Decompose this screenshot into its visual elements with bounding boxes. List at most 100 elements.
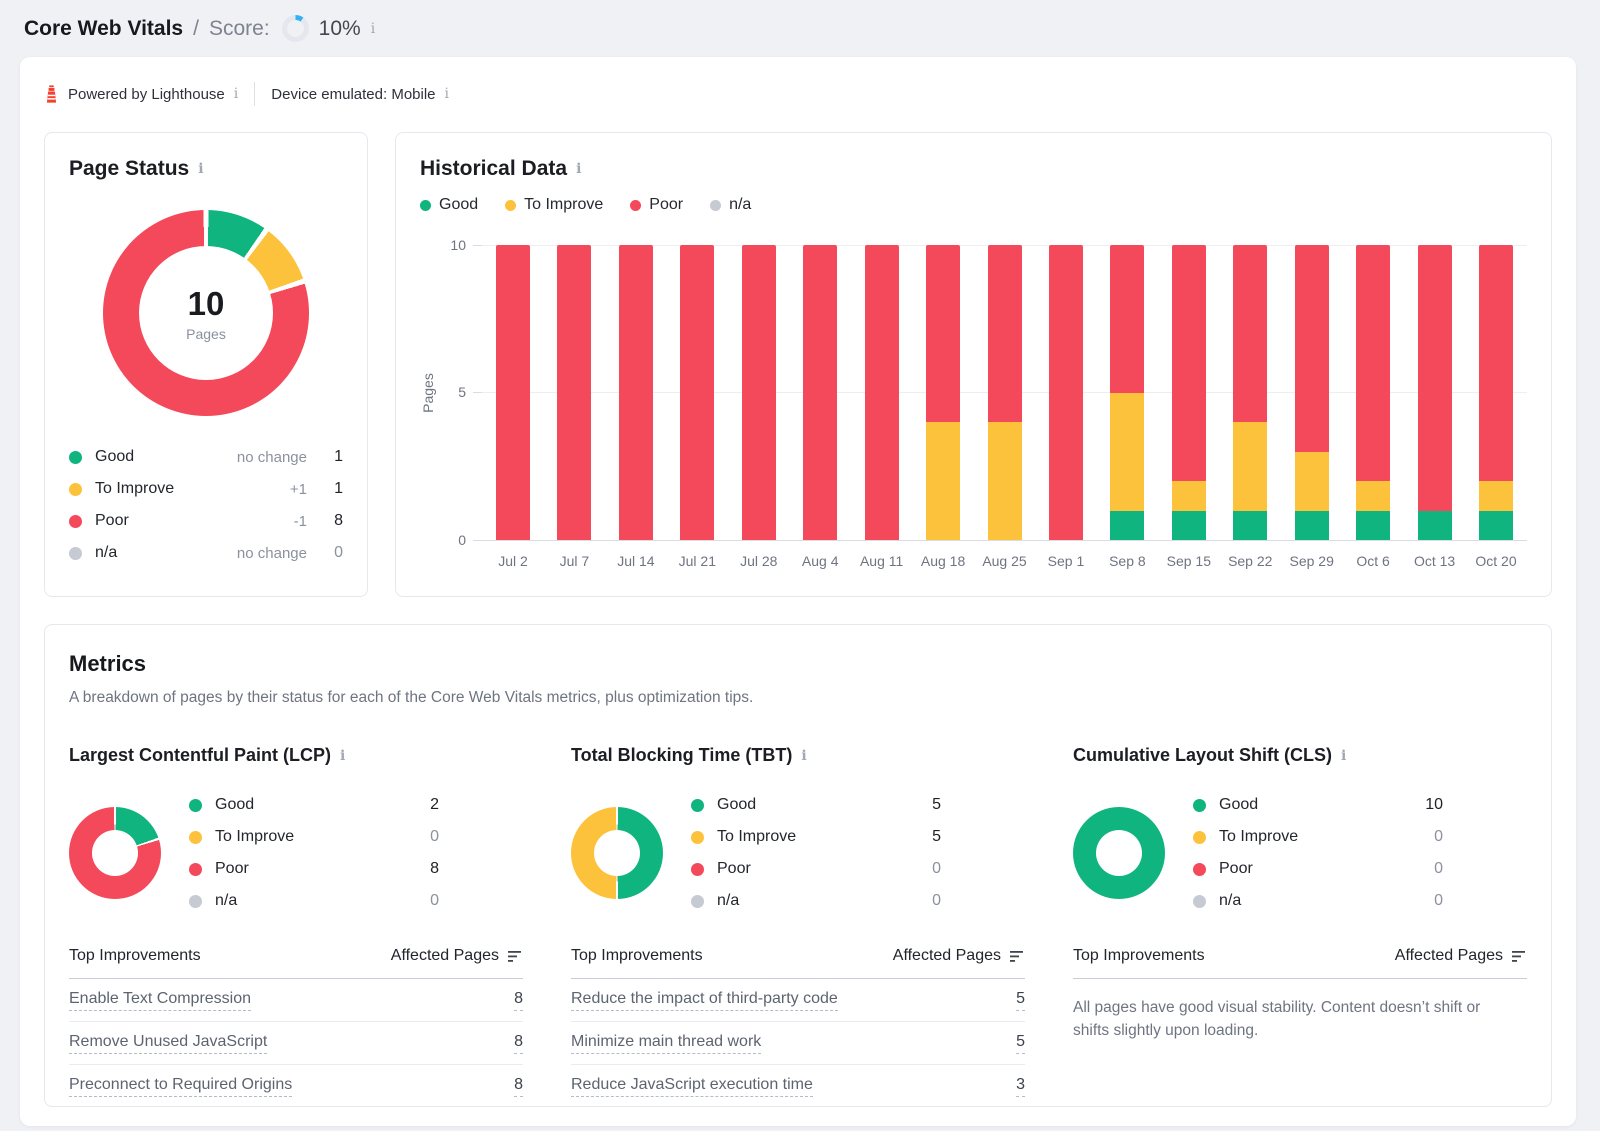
affected-pages-link[interactable]: 8	[514, 990, 523, 1011]
info-icon[interactable]: i	[801, 749, 806, 763]
metric-tbt-donut[interactable]	[571, 807, 663, 899]
improvement-link[interactable]: Remove Unused JavaScript	[69, 1033, 267, 1054]
total-pages-label: Pages	[186, 326, 226, 342]
legend-dot	[420, 200, 431, 211]
bar-segment	[1233, 422, 1267, 511]
metric-tbt-title: Total Blocking Time (TBT)	[571, 745, 792, 766]
info-icon[interactable]: i	[445, 87, 449, 101]
chart-bar[interactable]	[1479, 245, 1513, 540]
x-axis-label: Sep 15	[1167, 553, 1211, 569]
legend-dot	[69, 483, 82, 496]
chart-bar[interactable]	[742, 245, 776, 540]
info-icon[interactable]: i	[1341, 749, 1346, 763]
improvement-link[interactable]: Minimize main thread work	[571, 1033, 761, 1054]
chart-bar[interactable]	[926, 245, 960, 540]
chart-bar[interactable]	[1295, 245, 1329, 540]
sort-icon[interactable]	[508, 950, 523, 963]
historical-data-card: Historical Data i GoodTo ImprovePoorn/a …	[395, 132, 1552, 597]
historical-data-title: Historical Data	[420, 157, 567, 181]
chart-bar[interactable]	[557, 245, 591, 540]
legend-label: Good	[717, 796, 907, 814]
chart-legend-item[interactable]: Poor	[630, 196, 683, 214]
metric-tbt-improvements-table: Top Improvements Affected Pages Reduce t…	[571, 947, 1025, 1108]
info-icon[interactable]: i	[234, 87, 238, 101]
sort-icon[interactable]	[1512, 950, 1527, 963]
metrics-title: Metrics	[69, 651, 1527, 677]
chart-bar[interactable]	[496, 245, 530, 540]
x-axis-label: Oct 20	[1475, 553, 1516, 569]
donut-hole	[1096, 830, 1142, 876]
metric-lcp: Largest Contentful Paint (LCP) i Good2To…	[69, 745, 523, 1108]
legend-count: 0	[1434, 828, 1443, 846]
divider	[254, 82, 255, 106]
bar-segment	[1295, 511, 1329, 541]
device-emulated-label: Device emulated: Mobile	[271, 86, 435, 103]
legend-dot	[189, 863, 202, 876]
improvement-link[interactable]: Preconnect to Required Origins	[69, 1076, 292, 1097]
chart-bar[interactable]	[1418, 245, 1452, 540]
chart-bar[interactable]	[1049, 245, 1083, 540]
metric-lcp-title: Largest Contentful Paint (LCP)	[69, 745, 331, 766]
legend-dot	[691, 895, 704, 908]
legend-dot	[69, 547, 82, 560]
metric-legend-row: To Improve 0	[1193, 821, 1443, 853]
info-icon[interactable]: i	[576, 162, 581, 176]
bar-segment	[1233, 511, 1267, 541]
chart-bar[interactable]	[865, 245, 899, 540]
chart-bar-column: Jul 2	[496, 245, 530, 569]
x-axis-label: Jul 14	[617, 553, 654, 569]
chart-bar[interactable]	[619, 245, 653, 540]
legend-count: 8	[430, 860, 439, 878]
x-axis-label: Oct 13	[1414, 553, 1455, 569]
chart-bar-column: Oct 13	[1418, 245, 1452, 569]
info-icon[interactable]: i	[371, 22, 375, 36]
chart-legend-item[interactable]: Good	[420, 196, 478, 214]
affected-pages-link[interactable]: 3	[1016, 1076, 1025, 1097]
sort-icon[interactable]	[1010, 950, 1025, 963]
legend-label: To Improve	[1219, 828, 1409, 846]
affected-pages-link[interactable]: 5	[1016, 1033, 1025, 1054]
metric-cls-donut[interactable]	[1073, 807, 1165, 899]
legend-label: To Improve	[717, 828, 907, 846]
improvements-rows: Reduce the impact of third-party code 5 Mi…	[571, 979, 1025, 1108]
chart-bar[interactable]	[1356, 245, 1390, 540]
legend-count: 5	[932, 796, 941, 814]
improvement-link[interactable]: Reduce JavaScript execution time	[571, 1076, 813, 1097]
bar-segment	[1295, 245, 1329, 452]
affected-pages-link[interactable]: 8	[514, 1076, 523, 1097]
chart-bar-column: Sep 1	[1049, 245, 1083, 569]
chart-bar[interactable]	[1110, 245, 1144, 540]
page-status-legend-row: To Improve+11	[69, 473, 343, 505]
legend-dot	[710, 200, 721, 211]
legend-label: Poor	[215, 860, 405, 878]
x-axis-label: Oct 6	[1356, 553, 1389, 569]
chart-bar-column: Aug 4	[803, 245, 837, 569]
legend-label: n/a	[215, 892, 405, 910]
bar-segment	[1356, 511, 1390, 541]
info-icon[interactable]: i	[340, 749, 345, 763]
improvement-link[interactable]: Reduce the impact of third-party code	[571, 990, 838, 1011]
bar-segment	[1172, 511, 1206, 541]
chart-bar[interactable]	[1233, 245, 1267, 540]
affected-pages-link[interactable]: 8	[514, 1033, 523, 1054]
affected-pages-link[interactable]: 5	[1016, 990, 1025, 1011]
cls-note: All pages have good visual stability. Co…	[1073, 996, 1503, 1043]
score-donut-hole	[287, 20, 304, 37]
chart-legend-item[interactable]: n/a	[710, 196, 751, 214]
chart-bar[interactable]	[1172, 245, 1206, 540]
x-axis-label: Sep 8	[1109, 553, 1146, 569]
improvement-link[interactable]: Enable Text Compression	[69, 990, 251, 1011]
legend-label: Good	[1219, 796, 1409, 814]
chart-bar[interactable]	[988, 245, 1022, 540]
metric-legend-row: Good10	[1193, 789, 1443, 821]
metric-lcp-donut[interactable]	[69, 807, 161, 899]
bar-segment	[1049, 245, 1083, 540]
info-icon[interactable]: i	[198, 162, 203, 176]
chart-legend-item[interactable]: To Improve	[505, 196, 603, 214]
legend-dot	[189, 799, 202, 812]
chart-bar[interactable]	[680, 245, 714, 540]
page-status-donut[interactable]: 10 Pages	[103, 210, 309, 416]
chart-bar[interactable]	[803, 245, 837, 540]
y-axis: Pages 10 5 0	[420, 245, 482, 540]
x-axis-label: Aug 4	[802, 553, 839, 569]
